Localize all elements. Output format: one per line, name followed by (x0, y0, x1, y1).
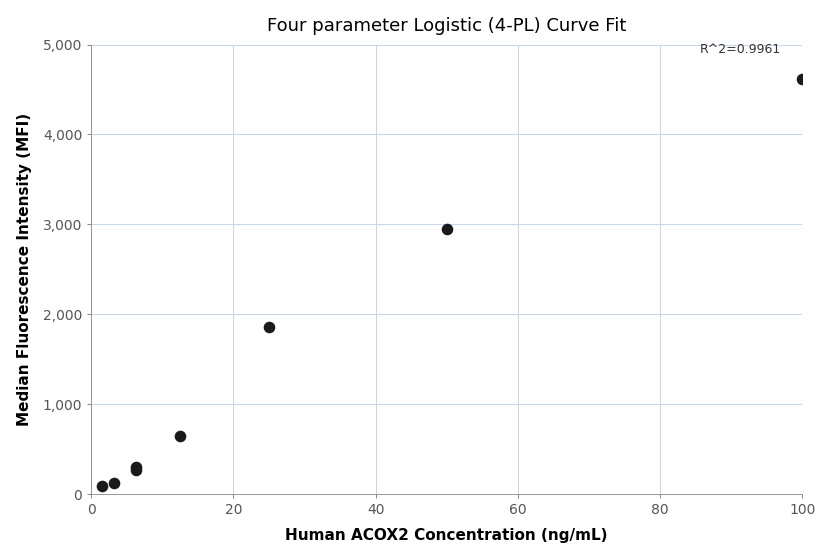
Point (174, 431, 187, 440)
Y-axis label: Median Fluorescence Intensity (MFI): Median Fluorescence Intensity (MFI) (17, 113, 32, 426)
Point (129, 465, 142, 474)
Point (262, 323, 275, 332)
X-axis label: Human ACOX2 Concentration (ng/mL): Human ACOX2 Concentration (ng/mL) (285, 528, 608, 543)
Point (129, 463, 142, 472)
Point (96, 482, 109, 491)
Point (106, 478, 120, 487)
Text: R^2=0.9961: R^2=0.9961 (700, 43, 780, 56)
Point (440, 225, 453, 234)
Title: Four parameter Logistic (4-PL) Curve Fit: Four parameter Logistic (4-PL) Curve Fit (267, 17, 626, 35)
Point (795, 74, 809, 83)
